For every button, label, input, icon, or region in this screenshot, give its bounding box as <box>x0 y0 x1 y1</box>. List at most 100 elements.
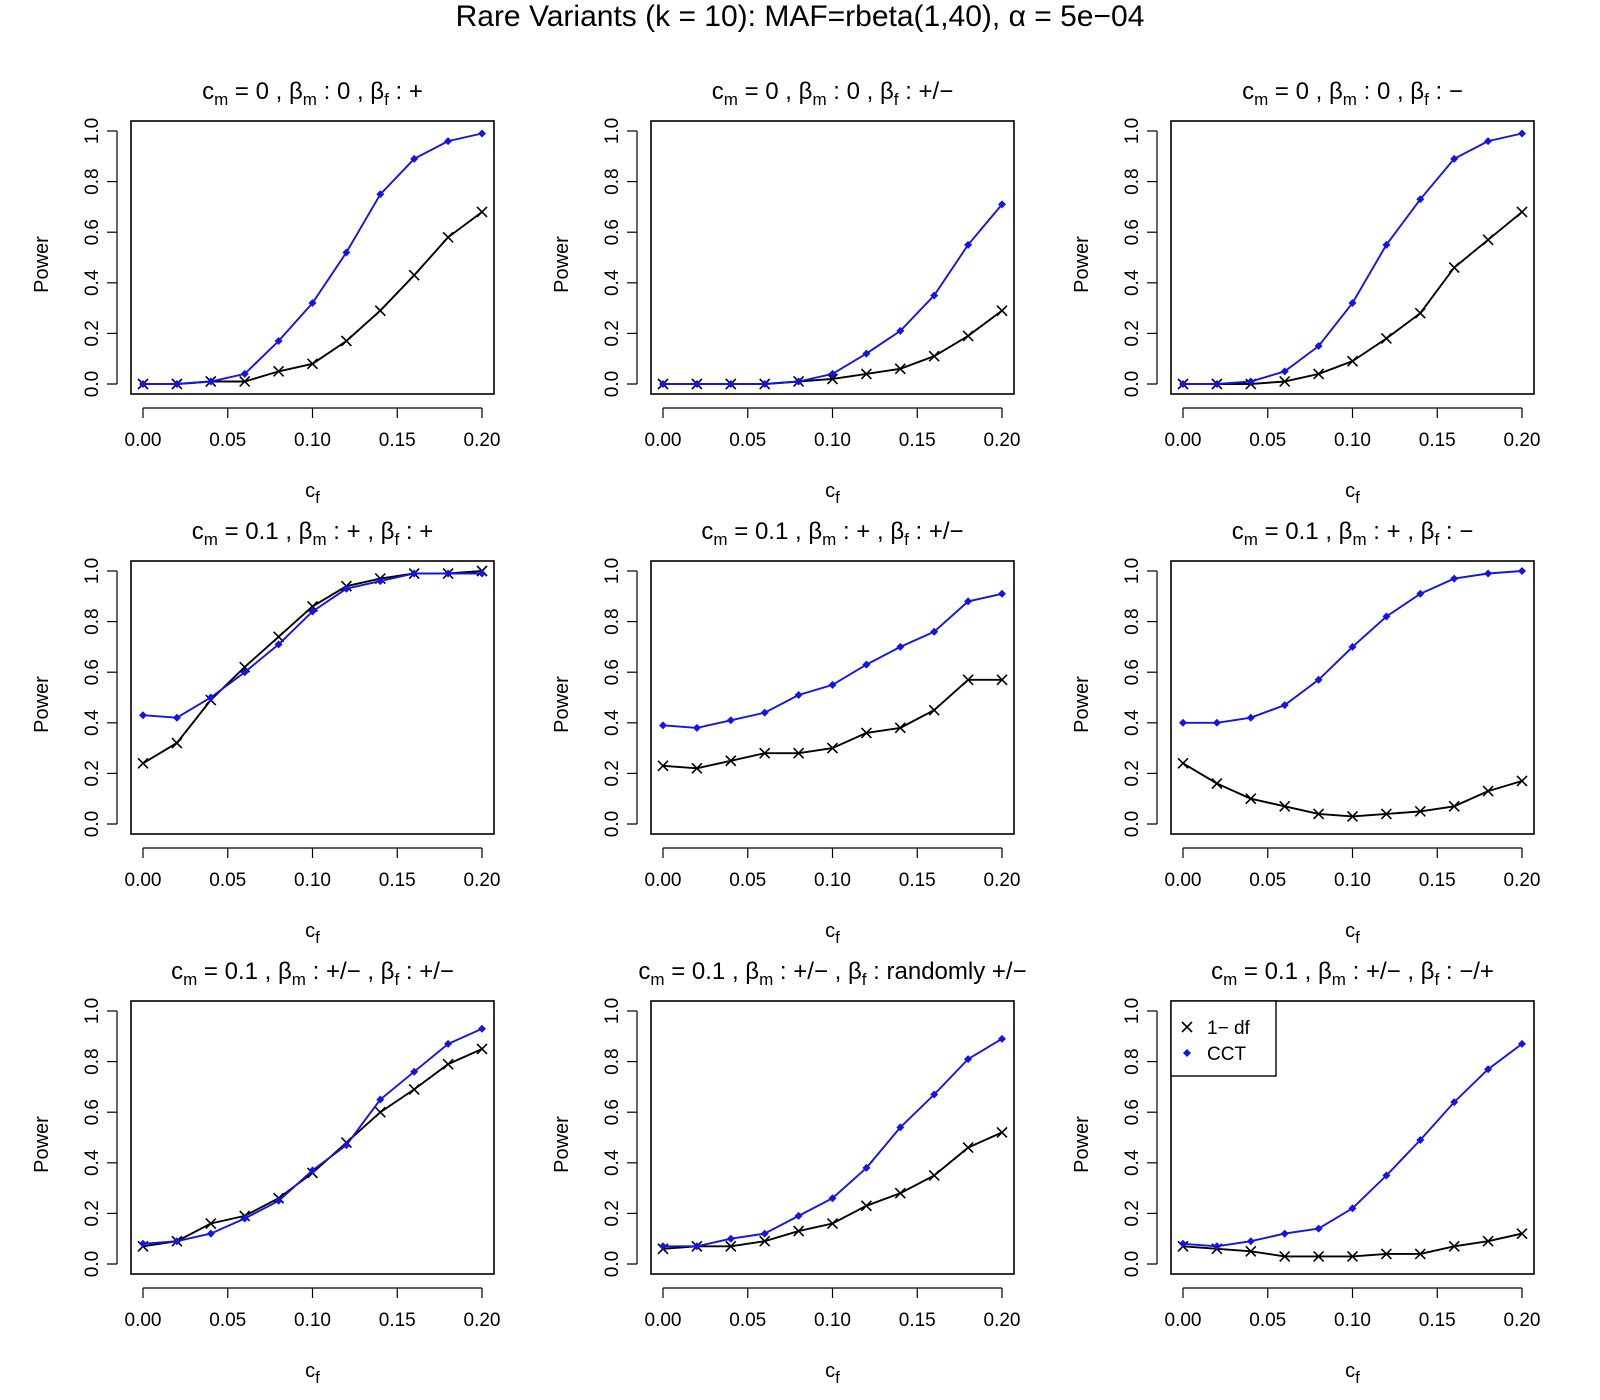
df1-point <box>273 365 285 377</box>
y-axis-label: Power <box>1071 236 1093 293</box>
x-tick-label: 0.00 <box>1165 870 1202 891</box>
y-tick-label: 0.2 <box>1122 320 1143 346</box>
cct-point <box>760 708 769 717</box>
y-axis-label: Power <box>1071 676 1093 733</box>
df1-point <box>793 747 805 759</box>
x-tick-label: 0.10 <box>1334 1310 1371 1331</box>
df1-point <box>1313 1250 1325 1262</box>
y-axis-label: Power <box>551 676 573 733</box>
df1-point <box>1279 375 1291 388</box>
y-tick-label: 0.6 <box>602 659 623 685</box>
x-tick-label: 0.10 <box>814 1310 851 1331</box>
cct-series-line <box>142 1027 483 1245</box>
cct-point <box>659 721 667 730</box>
cct-point <box>1348 642 1357 651</box>
y-tick-label: 0.8 <box>82 1048 103 1074</box>
cct-point <box>342 1141 351 1150</box>
panel-title: cm = 0.1 , βm : +/− , βf : randomly +/− <box>638 958 1026 989</box>
x-tick-label: 0.05 <box>209 1310 246 1331</box>
y-tick-label: 0.6 <box>82 659 103 685</box>
y-tick-label: 1.0 <box>1122 998 1143 1024</box>
plot-frame <box>1170 1000 1535 1275</box>
df1-point <box>1313 368 1325 380</box>
df1-series-line <box>1183 211 1523 385</box>
df1-point <box>793 1225 805 1237</box>
x-tick-label: 0.15 <box>899 870 936 891</box>
cct-point <box>998 589 1006 598</box>
cct-series-line <box>663 1037 1003 1248</box>
cct-point <box>1450 574 1459 583</box>
x-tick-label: 0.00 <box>1165 1310 1202 1331</box>
y-tick-label: 1.0 <box>602 118 623 144</box>
cct-point <box>862 349 871 358</box>
df1-point <box>894 363 906 375</box>
cct-point <box>1518 567 1526 575</box>
panel-title: cm = 0 , βm : 0 , βf : − <box>1242 78 1463 109</box>
df1-point <box>1448 1240 1460 1252</box>
df1-point <box>996 674 1008 686</box>
y-axis-label: Power <box>31 1116 53 1173</box>
y-tick-label: 0.8 <box>1122 168 1143 194</box>
df1-point <box>928 350 940 362</box>
df1-point <box>725 755 737 767</box>
plot-frame <box>130 1000 495 1275</box>
y-tick-label: 0.0 <box>82 811 103 837</box>
cct-point <box>1179 1239 1187 1248</box>
y-tick-label: 0.4 <box>82 1149 103 1176</box>
y-tick-label: 0.4 <box>602 269 623 296</box>
x-tick-label: 0.00 <box>645 1310 682 1331</box>
panel: cm = 0.1 , βm : + , βf : +/− 0.00 0.05 0.10… <box>551 518 1020 947</box>
y-tick-label: 0.0 <box>82 371 103 397</box>
cct-point <box>1246 713 1255 722</box>
y-axis-label: Power <box>551 1116 573 1173</box>
df1-point <box>725 1240 737 1252</box>
cct-point <box>794 377 803 386</box>
x-tick-label: 0.15 <box>1419 870 1456 891</box>
cct-point <box>1382 240 1391 249</box>
cct-point <box>760 380 769 388</box>
cct-point <box>726 380 735 388</box>
df1-point <box>1482 1235 1494 1247</box>
df1-point <box>928 1169 940 1182</box>
cct-point <box>1246 377 1255 386</box>
y-tick-label: 1.0 <box>82 558 103 584</box>
y-axis-label: Power <box>1071 1116 1093 1173</box>
panel: cm = 0.1 , βm : +/− , βf : randomly +/− 0… <box>551 958 1027 1387</box>
cct-point <box>828 369 837 378</box>
cct-point <box>444 1039 453 1048</box>
x-tick-label: 0.20 <box>464 1310 501 1331</box>
df1-point <box>1346 355 1359 367</box>
cct-point <box>240 1214 249 1223</box>
cct-point <box>692 380 701 388</box>
df1-point <box>1279 800 1291 812</box>
y-tick-label: 0.2 <box>82 760 103 786</box>
cct-point <box>1484 1065 1493 1074</box>
cct-point <box>692 1242 701 1251</box>
cct-point <box>240 369 249 378</box>
cct-point <box>206 693 215 702</box>
cct-point <box>444 569 453 578</box>
y-tick-label: 0.2 <box>1122 1200 1143 1226</box>
cct-point <box>308 607 317 616</box>
y-tick-label: 0.2 <box>82 1200 103 1226</box>
y-tick-label: 1.0 <box>1122 118 1143 144</box>
x-tick-label: 0.10 <box>294 1310 331 1331</box>
df1-point <box>1279 1250 1291 1262</box>
cct-point <box>478 129 486 138</box>
df1-point <box>205 1217 217 1230</box>
x-tick-label: 0.20 <box>984 870 1021 891</box>
df1-point <box>1516 775 1528 787</box>
cct-point <box>1348 299 1357 308</box>
y-axis-label: Power <box>31 676 53 733</box>
legend-df1-label: 1− df <box>1207 1018 1251 1039</box>
x-tick-label: 0.10 <box>814 430 851 451</box>
cct-point <box>206 377 215 386</box>
x-tick-label: 0.15 <box>379 1310 416 1331</box>
x-tick-label: 0.05 <box>729 870 766 891</box>
x-axis-label: cf <box>1345 1360 1360 1387</box>
y-tick-label: 1.0 <box>602 558 623 584</box>
y-tick-label: 0.0 <box>1122 371 1143 397</box>
cct-point <box>376 577 385 586</box>
panel: cm = 0.1 , βm : + , βf : − 0.00 0.05 0.10 0.… <box>1071 518 1540 947</box>
cct-point <box>998 1034 1006 1043</box>
